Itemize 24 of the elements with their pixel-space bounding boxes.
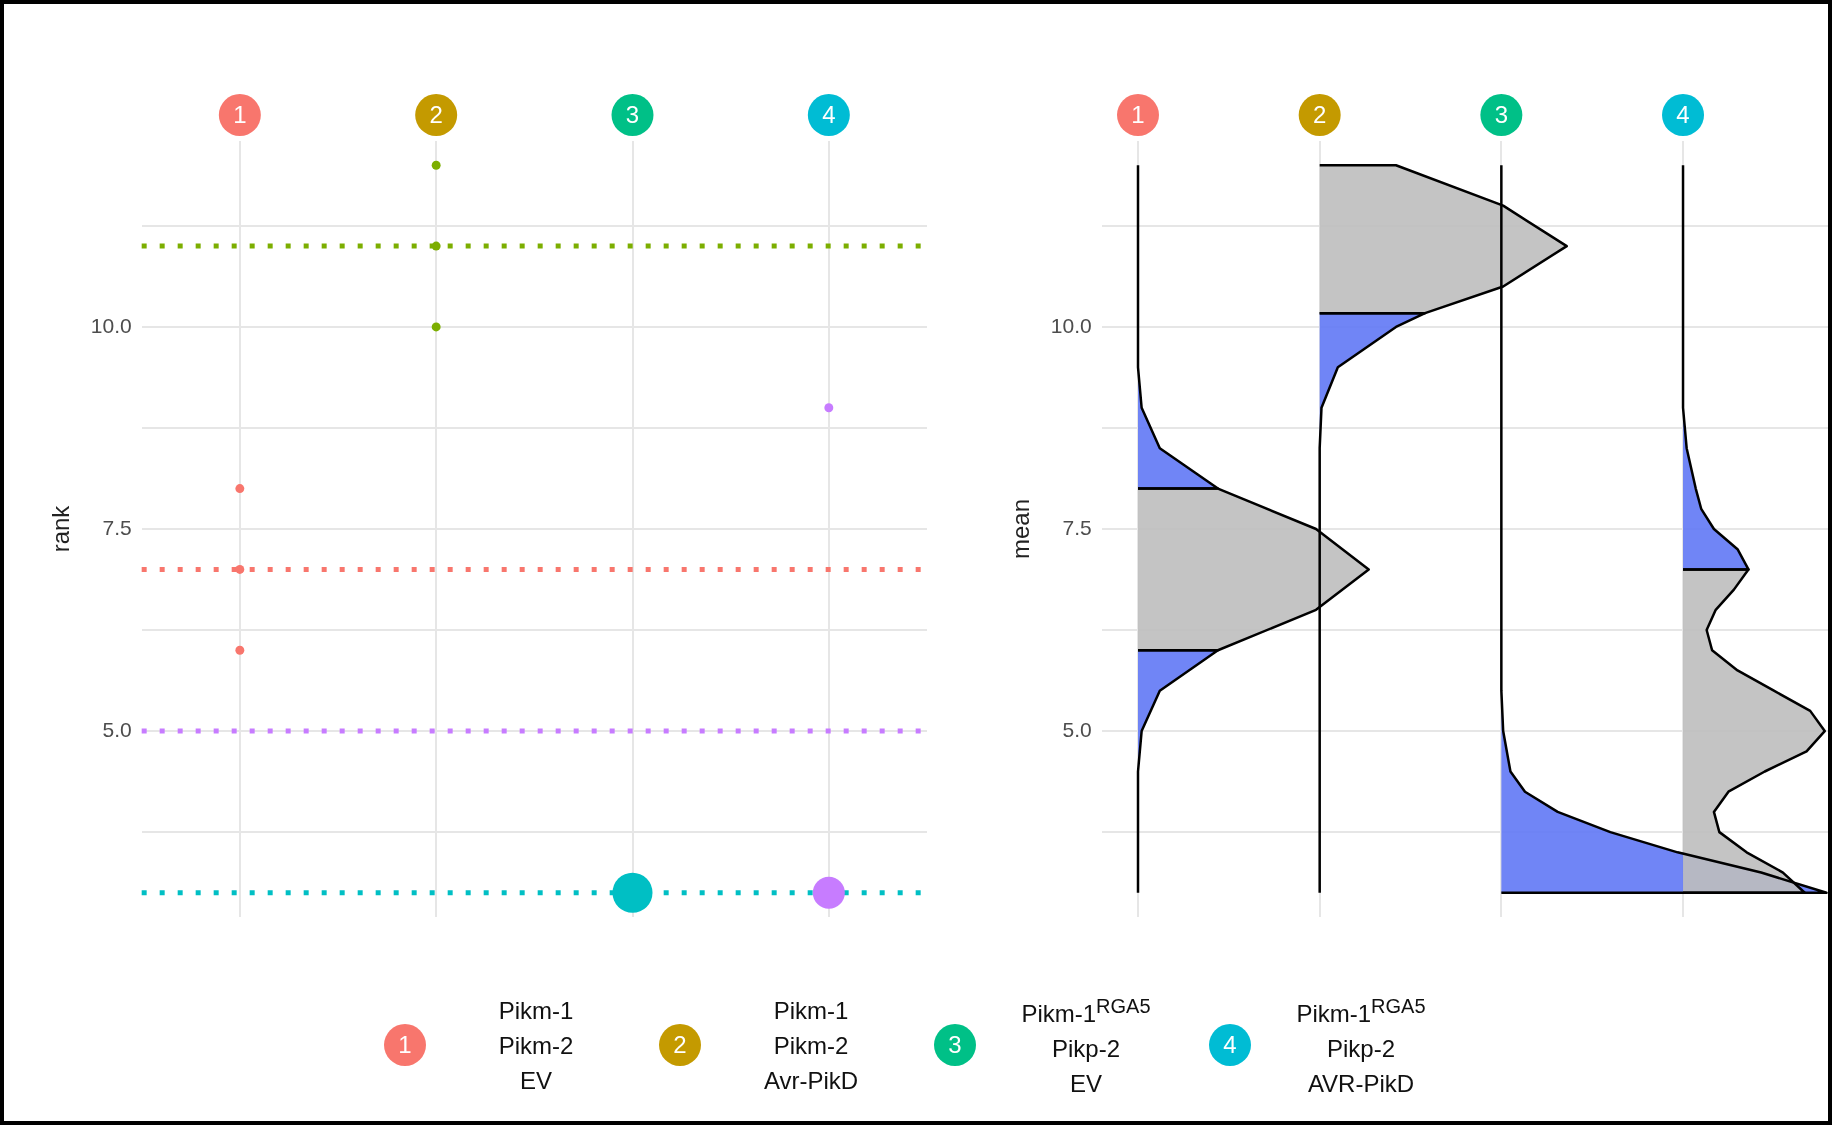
x-tick-label: 3	[1494, 100, 1509, 128]
text: Pikm-1 Pikm-2 Avr-PikD	[762, 995, 860, 1096]
x-tick-label: 2	[429, 100, 443, 128]
x-tick-label: 4	[822, 100, 836, 128]
text: Pikm-1$^{RGA5}$ Pikp-2 AVR-PikD	[1295, 994, 1427, 1099]
y-axis-title: mean	[1007, 498, 1035, 560]
y-tick-label: 5.0	[1062, 717, 1092, 741]
x-tick-label: 3	[625, 100, 640, 128]
y-tick-label: 10.0	[90, 313, 132, 337]
number-badge: 4	[1209, 1024, 1251, 1066]
y-tick-label: 7.5	[1062, 515, 1092, 539]
text: Pikm-1 Pikm-2 EV	[497, 995, 575, 1096]
text: Pikm-1$^{RGA5}$ Pikp-2 EV	[1020, 994, 1152, 1099]
x-tick-label: 1	[233, 100, 247, 128]
x-tick-label: 1	[1131, 100, 1145, 128]
y-tick-label: 10.0	[1050, 313, 1092, 337]
y-tick-label: 7.5	[102, 515, 132, 539]
y-axis-title: rank	[47, 504, 75, 553]
number-badge: 1	[384, 1024, 426, 1066]
number-badge: 3	[934, 1024, 976, 1066]
number-badge: 2	[659, 1024, 701, 1066]
y-tick-label: 5.0	[102, 717, 132, 741]
x-tick-label: 2	[1313, 100, 1327, 128]
x-tick-label: 4	[1676, 100, 1690, 128]
